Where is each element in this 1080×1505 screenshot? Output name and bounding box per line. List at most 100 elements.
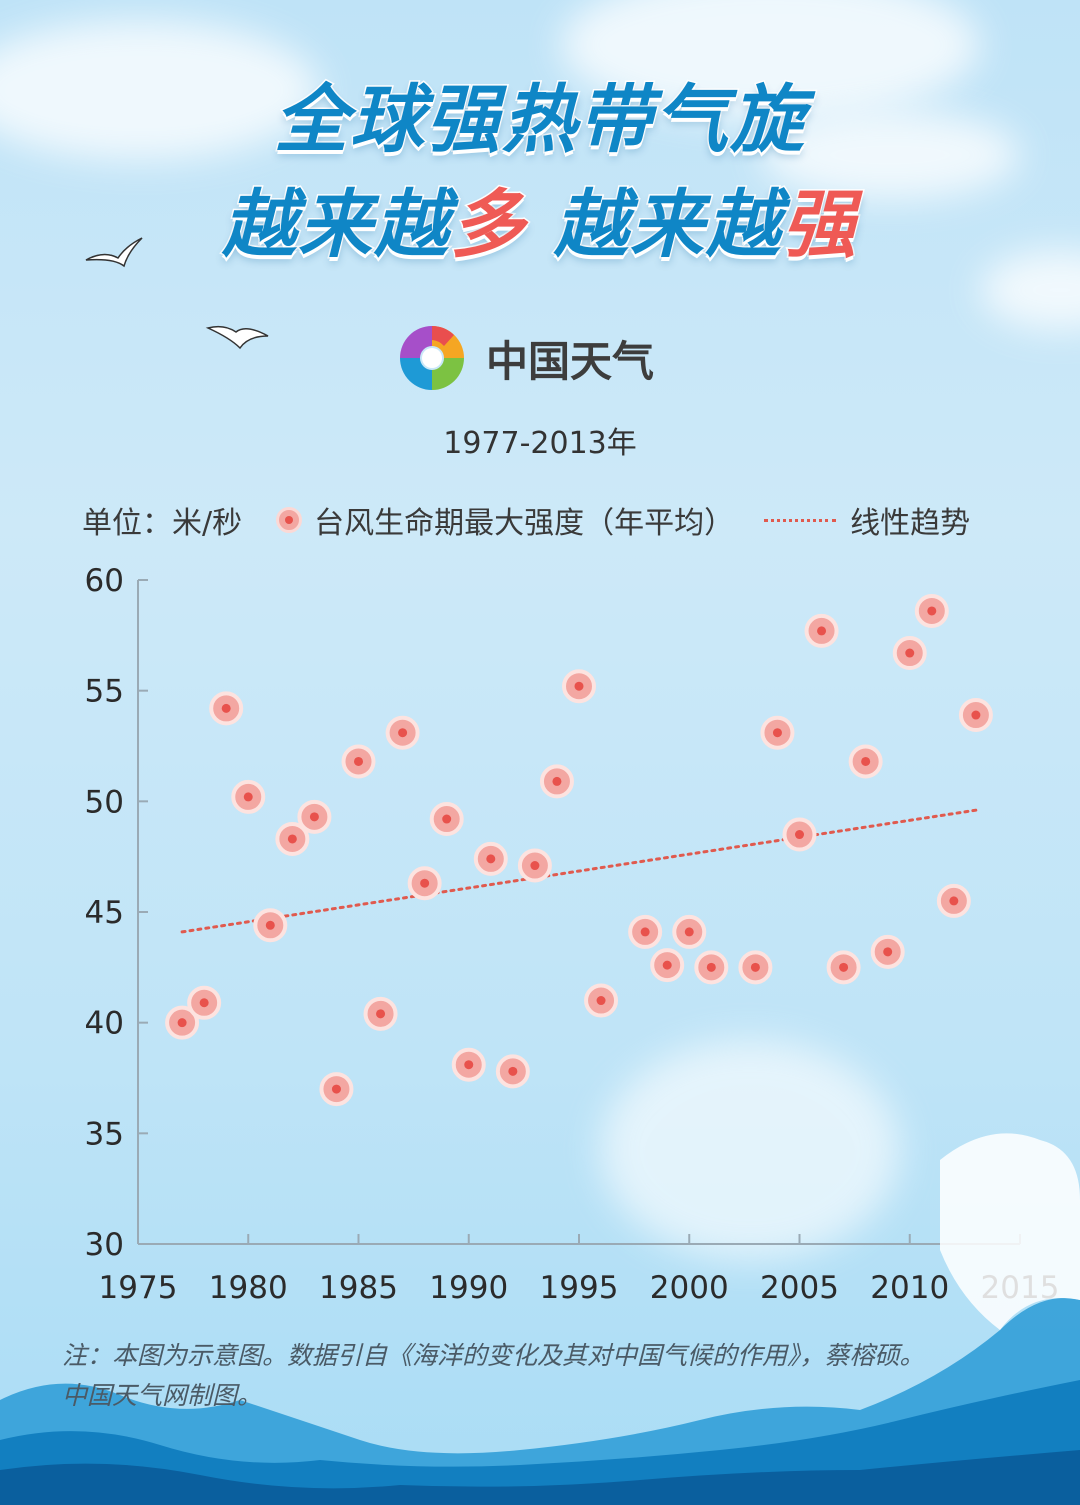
data-point-center — [949, 896, 959, 906]
data-point — [650, 948, 685, 983]
data-point-center — [905, 648, 915, 658]
data-point — [782, 817, 817, 852]
data-point — [517, 848, 552, 883]
data-point — [584, 983, 619, 1018]
footnote-line-2: 中国天气网制图。 — [62, 1381, 263, 1410]
data-point-center — [861, 756, 871, 766]
title-part: 越来越 — [221, 181, 451, 270]
bg-cloud — [0, 20, 320, 160]
x-tick-label: 2010 — [870, 1270, 949, 1306]
unit-label: 单位：米/秒 — [82, 506, 243, 541]
legend-marker-icon — [276, 507, 303, 533]
data-point-center — [772, 728, 782, 738]
data-point-center — [398, 728, 408, 738]
y-tick-label: 45 — [85, 895, 124, 931]
data-point-center — [486, 854, 496, 864]
data-point-center — [596, 996, 606, 1006]
data-point-center — [265, 920, 275, 930]
legend-trend-label: 线性趋势 — [850, 506, 971, 541]
data-point — [804, 613, 839, 648]
x-tick-label: 2005 — [760, 1270, 839, 1306]
y-tick-label: 30 — [85, 1227, 124, 1263]
seagulls-icon — [85, 237, 269, 350]
data-point-center — [331, 1084, 341, 1094]
data-point — [892, 636, 927, 671]
footnote: 注：本图为示意图。数据引自《海洋的变化及其对中国气候的作用》，蔡榕硕。 中国天气… — [62, 1336, 1042, 1416]
data-point-center — [221, 703, 231, 713]
data-point-center — [971, 710, 981, 720]
data-point-center — [287, 834, 297, 844]
data-point — [539, 764, 574, 799]
data-point — [407, 866, 442, 901]
trend-line — [180, 808, 978, 934]
data-point-center — [552, 776, 562, 786]
y-tick-label: 55 — [85, 674, 124, 710]
footnote-line-1: 注：本图为示意图。数据引自《海洋的变化及其对中国气候的作用》，蔡榕硕。 — [62, 1341, 925, 1370]
data-point-center — [640, 927, 650, 937]
data-point-center — [420, 878, 430, 888]
bg-cloud — [760, 110, 1020, 200]
data-point-center — [243, 792, 253, 802]
x-tick-label: 1980 — [209, 1270, 288, 1306]
legend-series-label: 台风生命期最大强度（年平均） — [314, 506, 735, 541]
data-point-center — [706, 962, 716, 972]
data-point — [341, 744, 376, 779]
title-highlight-more: 多 — [449, 181, 527, 270]
scatter-chart: 30 35 40 45 50 55 60 1975 1980 1985 1990 1995 2000 20… — [85, 563, 1060, 1306]
data-point-center — [376, 1009, 386, 1019]
x-tick-label: 1985 — [319, 1270, 398, 1306]
data-point — [562, 669, 596, 704]
data-point — [495, 1054, 530, 1089]
title-part: 越来越 — [526, 181, 782, 270]
data-point — [429, 802, 464, 837]
x-tick-label: 2000 — [650, 1270, 729, 1306]
data-point-center — [839, 962, 849, 972]
data-point — [473, 841, 508, 876]
brand-name: 中国天气 — [486, 336, 655, 386]
title-line-1: 全球强热带气旋 — [273, 76, 806, 165]
chart-legend: 单位：米/秒 台风生命期最大强度（年平均） 线性趋势 — [82, 498, 1042, 542]
y-tick-label: 40 — [85, 1006, 124, 1042]
x-tick-label: 1990 — [429, 1270, 508, 1306]
data-point — [870, 934, 905, 969]
y-tick-label: 35 — [85, 1116, 124, 1152]
data-point-center — [354, 756, 363, 766]
title-line-2: 越来越多 越来越强 — [0, 170, 1080, 280]
data-point-center — [817, 626, 827, 636]
data-point-center — [750, 962, 760, 972]
data-point — [936, 883, 971, 918]
data-point — [253, 908, 288, 943]
data-point — [760, 715, 795, 750]
trend-line-group — [180, 808, 978, 934]
data-point-center — [795, 830, 804, 840]
legend-trend-line — [764, 518, 837, 522]
data-point — [165, 1005, 200, 1040]
title-highlight-stronger: 强 — [780, 181, 858, 270]
y-tick-label: 60 — [85, 563, 124, 599]
data-point — [738, 950, 773, 985]
data-point — [848, 744, 883, 779]
data-point-center — [199, 998, 209, 1008]
data-point-center — [530, 861, 540, 871]
data-point-center — [309, 812, 319, 822]
title-block: 全球强热带气旋 越来越多 越来越强 — [0, 70, 1080, 280]
data-point — [231, 779, 266, 814]
data-point — [385, 715, 420, 750]
data-point — [187, 985, 222, 1020]
data-point-center — [508, 1066, 518, 1076]
data-point-center — [662, 960, 672, 970]
brand-logo: 中国天气 — [392, 318, 654, 398]
data-point — [451, 1047, 486, 1082]
data-point — [628, 914, 663, 949]
chart-period: 1977-2013年 — [443, 426, 637, 461]
x-tick-label: 1995 — [540, 1270, 619, 1306]
data-point-center — [883, 947, 893, 957]
data-points — [165, 593, 993, 1107]
y-tick-label: 50 — [85, 784, 124, 820]
data-point — [694, 950, 729, 985]
data-point — [275, 821, 310, 856]
data-point — [209, 691, 244, 726]
data-point — [297, 799, 332, 834]
data-point — [672, 914, 707, 949]
